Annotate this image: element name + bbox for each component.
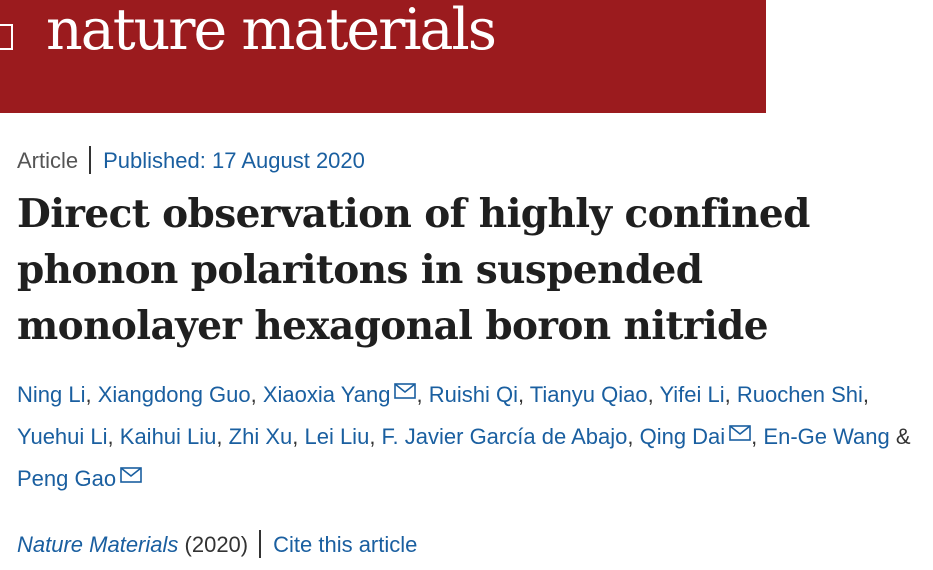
author-link[interactable]: Ruochen Shi [736,382,863,407]
mail-icon[interactable] [120,467,142,483]
author-link[interactable]: Qing Dai [639,424,726,449]
article-type: Article [17,148,79,173]
citation-divider [259,530,262,559]
author-link[interactable]: Yifei Li [659,382,725,407]
published-date-link[interactable]: Published: 17 August 2020 [103,148,365,173]
journal-logo[interactable]: nature materials [46,0,497,63]
author-link[interactable]: Xiaoxia Yang [262,382,391,407]
article-title: Direct observation of highly confined ph… [17,191,810,349]
author-link[interactable]: Zhi Xu [228,424,293,449]
author-link[interactable]: Lei Liu [304,424,370,449]
author-link[interactable]: En-Ge Wang [763,424,890,449]
author-link[interactable]: Kaihui Liu [119,424,217,449]
citation-year: (2020) [184,532,249,557]
author-list: Ning Li, Xiangdong Guo, Xiaoxia Yang, Ru… [17,382,911,491]
journal-banner[interactable]: nature materials [0,0,766,113]
author-link[interactable]: Ruishi Qi [428,382,518,407]
article-meta: Article Published: 17 August 2020 [17,146,365,176]
mail-icon[interactable] [729,425,751,441]
citation-line: Nature Materials (2020) Cite this article [17,529,417,561]
author-link[interactable]: Yuehui Li [17,424,108,449]
author-link[interactable]: Xiangdong Guo [97,382,251,407]
and-text: & [895,424,911,449]
meta-divider [89,146,92,175]
journal-name: Nature Materials [17,532,179,557]
bracket-decoration [0,24,13,50]
author-link[interactable]: Ning Li [17,382,86,407]
author-link[interactable]: F. Javier García de Abajo [381,424,628,449]
cite-article-link[interactable]: Cite this article [273,532,418,557]
mail-icon[interactable] [394,383,417,399]
author-link[interactable]: Tianyu Qiao [529,382,648,407]
author-link[interactable]: Peng Gao [17,466,117,491]
